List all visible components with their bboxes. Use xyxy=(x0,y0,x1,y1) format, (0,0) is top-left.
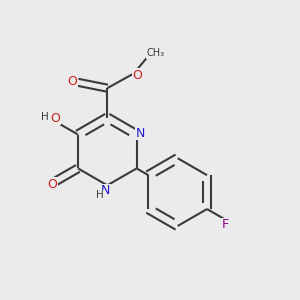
Text: N: N xyxy=(136,127,145,140)
Text: CH₃: CH₃ xyxy=(147,48,165,59)
Text: O: O xyxy=(132,69,142,82)
Text: N: N xyxy=(101,184,110,197)
Text: H: H xyxy=(41,112,49,122)
Text: F: F xyxy=(221,218,228,231)
Text: O: O xyxy=(47,178,57,191)
Text: H: H xyxy=(96,190,104,200)
Text: O: O xyxy=(50,112,60,125)
Text: O: O xyxy=(68,75,77,88)
